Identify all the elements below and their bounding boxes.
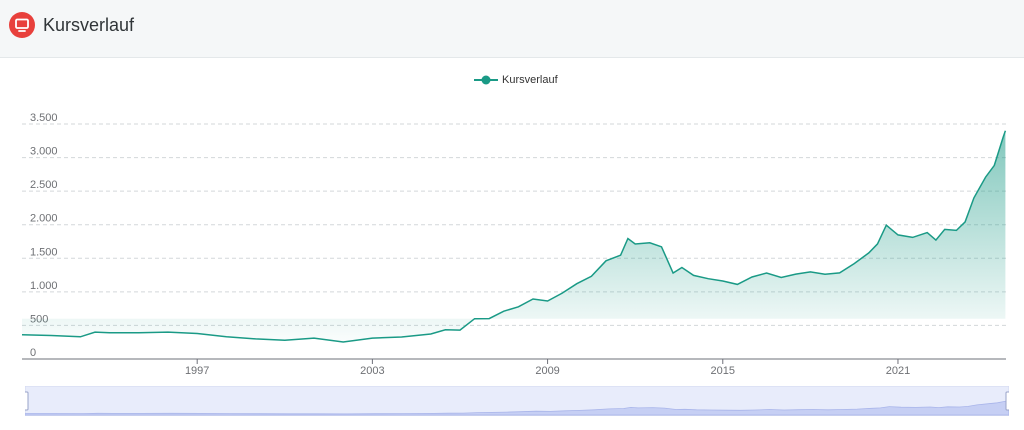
page-title: Kursverlauf [43,15,135,35]
slider-handle-right[interactable] [1005,391,1009,411]
price-area [22,130,1006,342]
chart-header: Kursverlauf [0,0,1024,58]
zoom-slider[interactable] [25,386,1009,416]
legend-series-marker [474,75,498,85]
x-tick-label: 1997 [185,365,209,377]
x-tick-label: 2003 [360,365,384,377]
price-line [21,130,1007,343]
y-tick-label: 1.500 [30,246,58,258]
x-tick-label: 2021 [886,365,910,377]
y-tick-label: 3.000 [30,146,58,158]
y-tick-label: 1.000 [30,280,58,292]
slider-handle-left[interactable] [25,391,29,411]
y-tick-label: 3.500 [30,112,58,124]
y-tick-label: 0 [30,347,36,359]
monitor-icon [9,12,35,38]
y-tick-label: 2.500 [30,179,58,191]
legend-label: Kursverlauf [502,74,558,86]
y-tick-label: 2.000 [30,213,58,225]
x-tick-label: 2009 [535,365,559,377]
slider-preview-area [25,400,1009,416]
x-tick-label: 2015 [711,365,735,377]
